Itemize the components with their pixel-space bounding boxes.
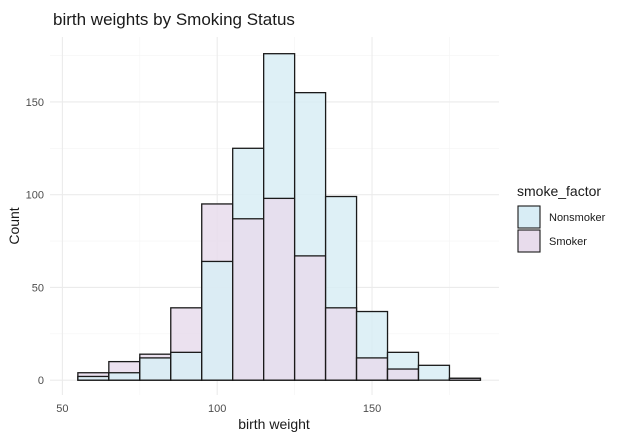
bar-nonsmoker bbox=[417, 364, 451, 381]
bar-smoker bbox=[232, 218, 265, 381]
y-tick-label: 50 bbox=[32, 282, 44, 294]
legend-label-nonsmoker: Nonsmoker bbox=[549, 212, 606, 224]
legend-key-nonsmoker bbox=[517, 205, 541, 229]
bar-smoker bbox=[324, 307, 358, 381]
bar-smoker bbox=[386, 368, 420, 381]
bar-nonsmoker bbox=[77, 375, 110, 381]
y-axis-title: Count bbox=[6, 207, 22, 244]
bar-smoker bbox=[293, 255, 327, 381]
x-tick-label: 100 bbox=[208, 403, 226, 415]
x-axis-title: birth weight bbox=[238, 416, 310, 432]
x-tick-label: 50 bbox=[56, 403, 68, 415]
legend-title: smoke_factor bbox=[517, 183, 601, 199]
x-tick-labels: 50 100 150 bbox=[56, 403, 381, 415]
y-tick-label: 150 bbox=[26, 97, 44, 109]
legend-key-smoker bbox=[517, 229, 541, 253]
bar-nonsmoker bbox=[170, 351, 203, 381]
bar-nonsmoker bbox=[139, 357, 172, 381]
bar-smoker bbox=[355, 357, 389, 381]
y-tick-label: 0 bbox=[38, 375, 44, 387]
legend: smoke_factor Nonsmoker Smoker bbox=[517, 183, 606, 253]
y-tick-label: 100 bbox=[26, 190, 44, 202]
bar-nonsmoker bbox=[108, 372, 141, 381]
bars bbox=[77, 53, 482, 381]
legend-label-smoker: Smoker bbox=[549, 236, 587, 248]
y-tick-labels: 0 50 100 150 bbox=[26, 97, 44, 387]
chart-title: birth weights by Smoking Status bbox=[53, 10, 295, 29]
bar-smoker bbox=[448, 377, 482, 381]
bar-nonsmoker bbox=[201, 260, 234, 381]
bar-smoker bbox=[263, 197, 296, 381]
x-tick-label: 150 bbox=[363, 403, 381, 415]
